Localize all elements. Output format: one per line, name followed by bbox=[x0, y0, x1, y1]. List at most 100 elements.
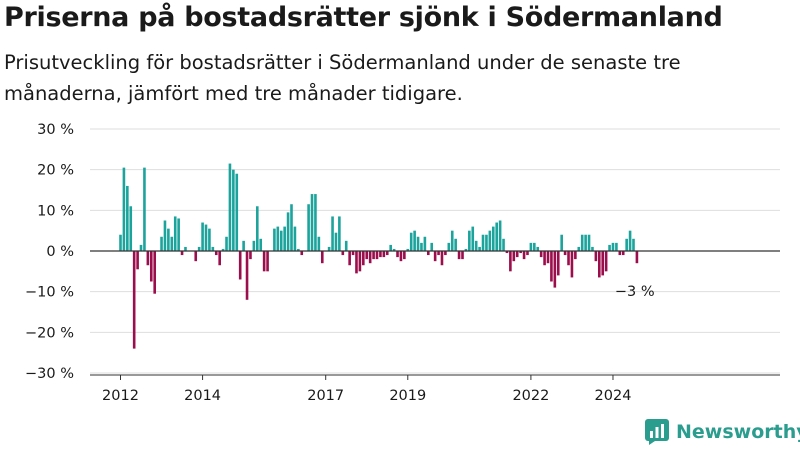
bar bbox=[297, 248, 300, 251]
bar bbox=[249, 251, 252, 260]
bar bbox=[235, 173, 239, 251]
bar bbox=[382, 251, 386, 258]
bar bbox=[413, 230, 416, 251]
y-tick-label: 30 % bbox=[37, 122, 74, 138]
bar bbox=[512, 251, 516, 262]
bar bbox=[533, 242, 536, 251]
bar bbox=[457, 251, 461, 260]
x-tick-label: 2024 bbox=[595, 388, 632, 404]
bar bbox=[262, 251, 266, 272]
bar bbox=[228, 163, 232, 251]
bar bbox=[440, 251, 444, 266]
bar bbox=[618, 251, 622, 256]
bar bbox=[450, 230, 454, 251]
bar bbox=[167, 228, 170, 251]
bar bbox=[427, 251, 430, 256]
bar bbox=[567, 251, 570, 266]
bar bbox=[519, 251, 522, 254]
bar bbox=[587, 234, 591, 251]
bar bbox=[129, 206, 133, 251]
bar bbox=[526, 251, 529, 256]
bar bbox=[529, 242, 533, 251]
bar bbox=[423, 236, 427, 251]
bar bbox=[375, 251, 379, 260]
bar bbox=[348, 251, 351, 266]
brand-name: Newsworthy bbox=[676, 421, 800, 443]
bar bbox=[232, 169, 235, 251]
bar bbox=[574, 251, 577, 260]
bar bbox=[491, 226, 495, 251]
bar bbox=[471, 226, 475, 251]
bar bbox=[563, 251, 567, 256]
bar bbox=[396, 251, 399, 258]
bar bbox=[225, 236, 228, 251]
bar bbox=[389, 244, 392, 251]
bar bbox=[550, 251, 553, 282]
bar bbox=[546, 251, 550, 264]
bar bbox=[502, 238, 505, 251]
bar bbox=[238, 251, 242, 280]
y-axis-labels: 30 % 20 % 10 % 0 % −10 % −20 % −30 % bbox=[25, 122, 74, 382]
bar bbox=[598, 251, 601, 278]
y-tick-label: −10 % bbox=[25, 285, 74, 301]
bar bbox=[242, 240, 245, 251]
bar bbox=[498, 220, 502, 251]
bar bbox=[608, 244, 611, 251]
y-tick-label: 20 % bbox=[37, 163, 74, 179]
bar bbox=[355, 251, 358, 274]
bar bbox=[543, 251, 546, 266]
bar bbox=[300, 251, 304, 256]
bar bbox=[173, 216, 177, 251]
bar bbox=[293, 226, 297, 251]
bar bbox=[358, 251, 362, 272]
bar bbox=[379, 251, 382, 258]
bar bbox=[372, 251, 375, 260]
bar bbox=[444, 251, 447, 256]
bar-chart-logo-icon bbox=[645, 419, 669, 445]
bar bbox=[208, 228, 211, 251]
bar bbox=[468, 230, 471, 251]
chart-subtitle: Prisutveckling för bostadsrätter i Söder… bbox=[4, 51, 681, 105]
gridlines bbox=[90, 128, 780, 374]
bar bbox=[204, 224, 208, 251]
bar bbox=[163, 220, 167, 251]
bar bbox=[591, 246, 594, 251]
bar bbox=[362, 251, 365, 266]
bar bbox=[214, 251, 218, 256]
bar bbox=[461, 251, 464, 260]
bar bbox=[344, 240, 348, 251]
bar bbox=[604, 251, 608, 272]
bar bbox=[351, 251, 355, 256]
bar bbox=[553, 251, 557, 288]
bar bbox=[320, 251, 324, 264]
bar bbox=[385, 251, 389, 256]
bar bbox=[149, 251, 153, 282]
chart-title: Priserna på bostadsrätter sjönk i Söderm… bbox=[4, 2, 723, 33]
x-tick-label: 2014 bbox=[184, 388, 221, 404]
bar bbox=[266, 251, 269, 272]
bar bbox=[406, 248, 410, 251]
bar bbox=[143, 167, 146, 251]
bar bbox=[310, 194, 314, 251]
bar bbox=[615, 242, 618, 251]
y-tick-label: −20 % bbox=[25, 325, 74, 341]
bar bbox=[509, 251, 512, 272]
bar bbox=[256, 206, 259, 251]
bar bbox=[197, 246, 201, 251]
bar bbox=[430, 242, 434, 251]
x-tick-label: 2017 bbox=[307, 388, 344, 404]
bar bbox=[276, 226, 280, 251]
bar bbox=[454, 238, 457, 251]
bar bbox=[611, 242, 615, 251]
bar bbox=[180, 251, 184, 256]
bar bbox=[594, 251, 598, 262]
bar bbox=[194, 251, 198, 262]
y-tick-label: 0 % bbox=[46, 244, 74, 260]
bar bbox=[245, 251, 249, 300]
bar bbox=[331, 216, 334, 251]
bar bbox=[221, 248, 225, 251]
annotations: −3 % bbox=[615, 284, 655, 300]
bar bbox=[577, 246, 581, 251]
last-value-label: −3 % bbox=[615, 284, 655, 300]
bar bbox=[307, 204, 310, 251]
